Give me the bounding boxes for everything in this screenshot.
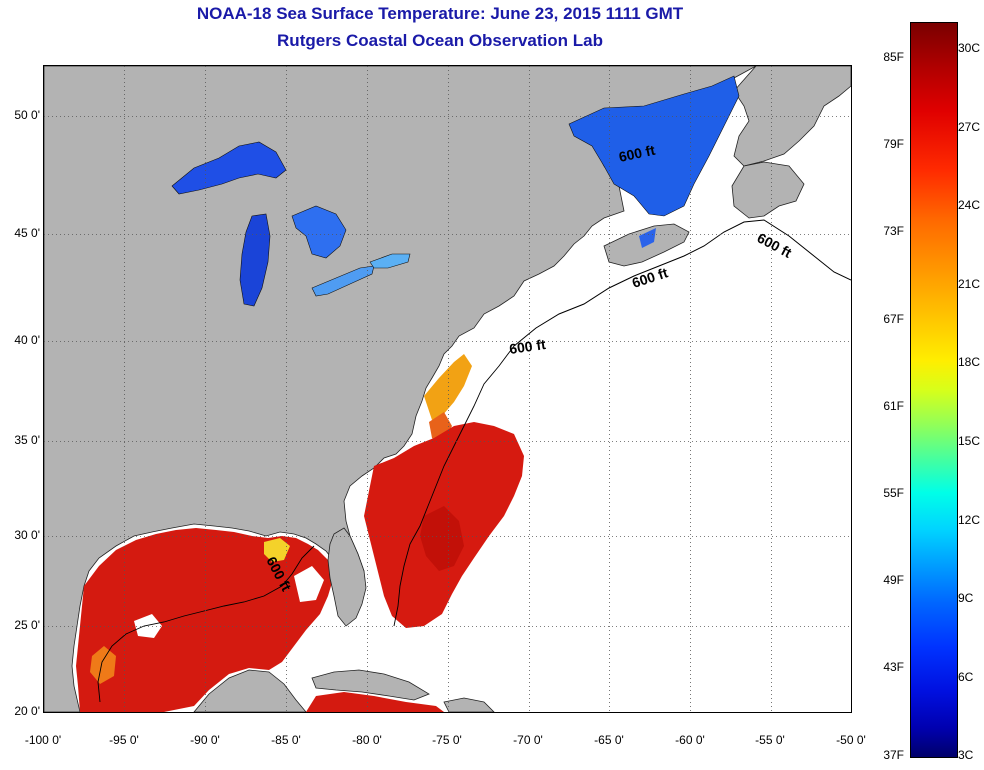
x-tick-label: -80 0' <box>352 733 382 747</box>
x-tick-label: -55 0' <box>755 733 785 747</box>
colorbar-celsius-label: 30C <box>958 41 981 55</box>
map-title: NOAA-18 Sea Surface Temperature: June 23… <box>196 4 684 23</box>
contour-label-mid-atlantic: 600 ft <box>508 336 547 357</box>
gulf-warm-patch-yellow <box>264 538 290 562</box>
gulf-cloud-patch-2 <box>294 566 324 602</box>
gulf-of-mexico-water <box>76 528 334 712</box>
contour-600ft-gulf <box>97 545 315 703</box>
x-tick-label: -60 0' <box>675 733 705 747</box>
contour-600ft-southeast <box>393 345 515 627</box>
colorbar-celsius-label: 9C <box>958 591 974 605</box>
colorbar-fahrenheit-label: 85F <box>883 50 904 64</box>
contour-600ft-northeast <box>513 219 851 347</box>
map-canvas: 600 ft 600 ft 600 ft 600 ft 600 ft <box>44 66 851 712</box>
colorbar-celsius-label: 18C <box>958 355 981 369</box>
colorbar-celsius-label: 24C <box>958 198 981 212</box>
y-tick-label: 25 0' <box>14 618 40 632</box>
cold-water-patch <box>639 228 656 248</box>
colorbar-celsius-label: 3C <box>958 748 974 762</box>
y-tick-label: 30 0' <box>14 528 40 542</box>
lake-huron <box>291 205 347 259</box>
x-tick-label: -70 0' <box>513 733 543 747</box>
y-tick-label: 50 0' <box>14 108 40 122</box>
colorbar-fahrenheit-label: 43F <box>883 660 904 674</box>
sst-map: 600 ft 600 ft 600 ft 600 ft 600 ft <box>43 65 852 713</box>
temperature-colorbar <box>910 22 958 758</box>
colorbar-fahrenheit-label: 55F <box>883 486 904 500</box>
colorbar-celsius-label: 27C <box>958 120 981 134</box>
colorbar-celsius-label: 12C <box>958 513 981 527</box>
y-tick-label: 35 0' <box>14 433 40 447</box>
grid-lines <box>44 66 851 712</box>
x-tick-label: -50 0' <box>836 733 866 747</box>
land-cuba <box>311 669 430 701</box>
lake-erie <box>311 265 375 297</box>
lake-superior <box>171 141 287 195</box>
contour-label-gulf-st-lawrence: 600 ft <box>617 142 656 165</box>
y-tick-label: 45 0' <box>14 226 40 240</box>
colorbar-fahrenheit-label: 61F <box>883 399 904 413</box>
lake-ontario <box>369 253 411 269</box>
colorbar-fahrenheit-label: 67F <box>883 312 904 326</box>
colorbar-celsius-label: 6C <box>958 670 974 684</box>
map-subtitle: Rutgers Coastal Ocean Observation Lab <box>277 31 603 50</box>
gulf-cloud-patch <box>134 614 162 638</box>
colorbar-fahrenheit-label: 37F <box>883 748 904 762</box>
land-newfoundland <box>733 66 851 167</box>
gulf-warm-patch-orange <box>90 646 116 684</box>
land-yucatan <box>193 669 307 712</box>
land-newfoundland-island <box>731 161 805 219</box>
colorbar-fahrenheit-label: 79F <box>883 137 904 151</box>
caribbean-warm-water <box>306 692 444 712</box>
coastal-warm-band <box>424 354 472 420</box>
atlantic-warm-water-2 <box>420 506 464 571</box>
y-tick-label: 40 0' <box>14 333 40 347</box>
colorbar-fahrenheit-label: 73F <box>883 224 904 238</box>
y-tick-label: 20 0' <box>14 704 40 718</box>
colorbar-fahrenheit-label: 49F <box>883 573 904 587</box>
lake-michigan <box>239 213 271 307</box>
colorbar-celsius-label: 21C <box>958 277 981 291</box>
colorbar-celsius-label: 15C <box>958 434 981 448</box>
x-tick-label: -65 0' <box>594 733 624 747</box>
x-tick-label: -85 0' <box>271 733 301 747</box>
gulf-st-lawrence-water <box>568 75 740 217</box>
x-tick-label: -90 0' <box>190 733 220 747</box>
x-tick-label: -75 0' <box>432 733 462 747</box>
land-florida <box>327 527 367 627</box>
x-tick-label: -95 0' <box>109 733 139 747</box>
x-tick-label: -100 0' <box>24 733 62 747</box>
